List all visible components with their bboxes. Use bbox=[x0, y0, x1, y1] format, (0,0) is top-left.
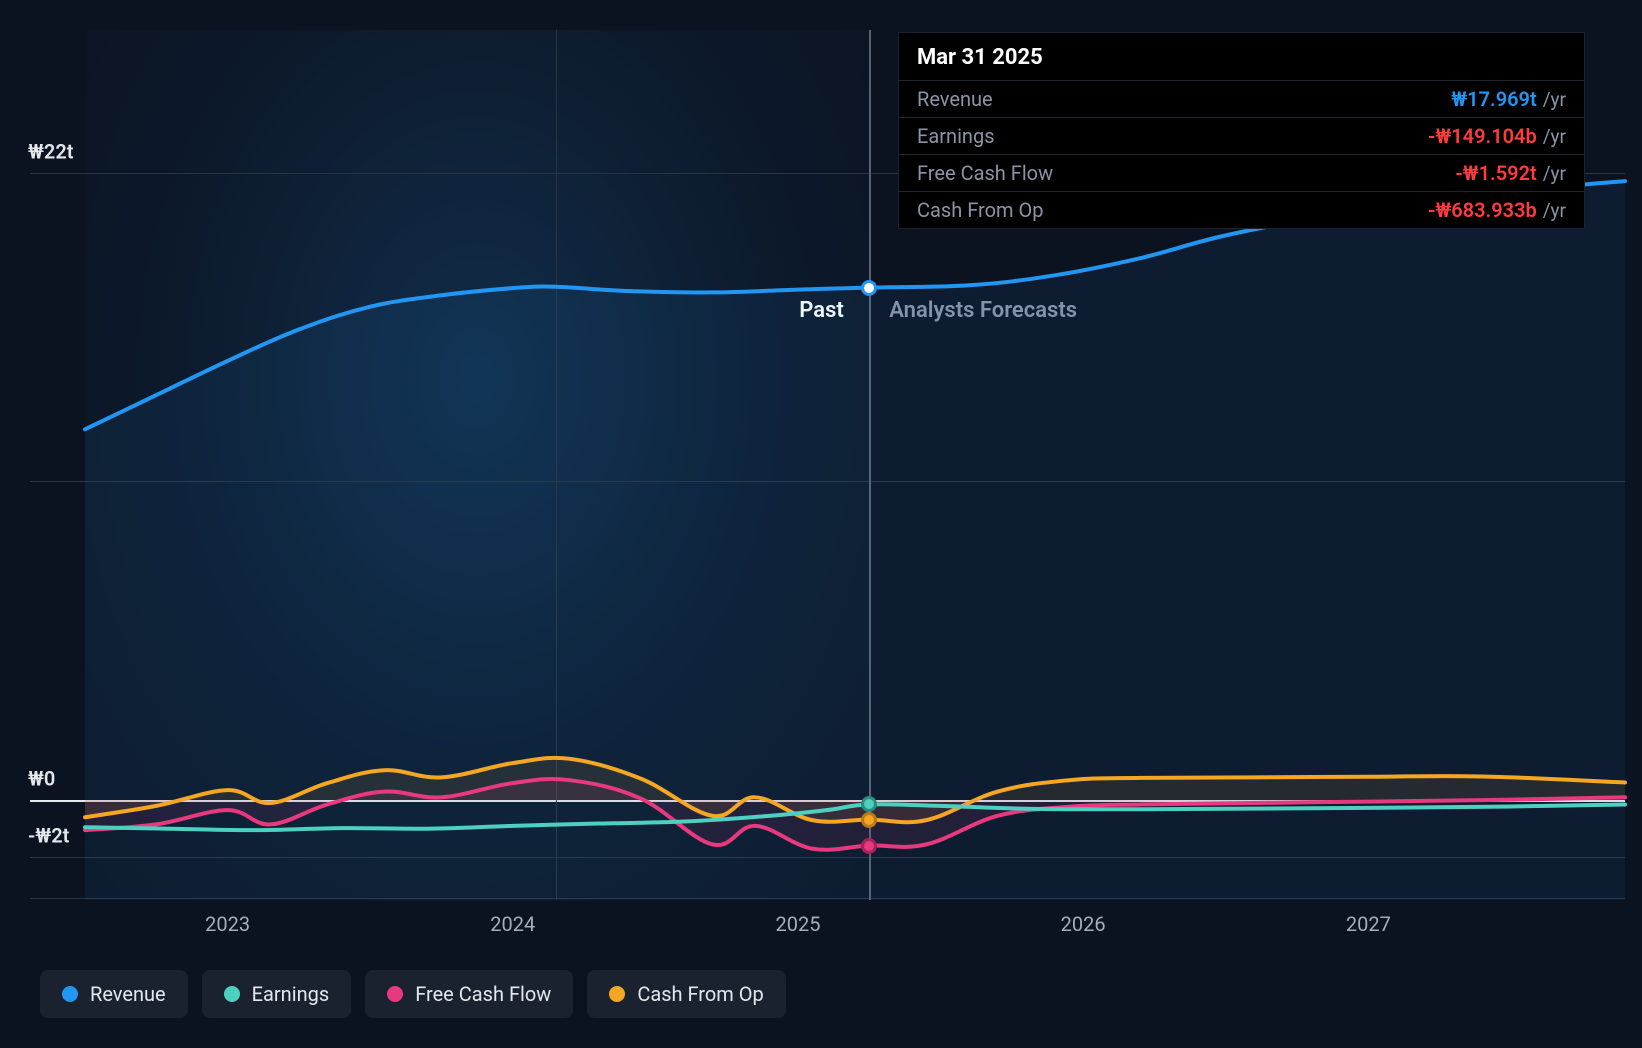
tooltip-row-unit: /yr bbox=[1543, 88, 1566, 111]
tooltip-row-label: Cash From Op bbox=[917, 198, 1043, 222]
data-tooltip: Mar 31 2025 Revenue ₩17.969t/yr Earnings -₩… bbox=[898, 32, 1585, 229]
tooltip-row: Earnings -₩149.104b/yr bbox=[899, 117, 1584, 154]
tooltip-row: Free Cash Flow -₩1.592t/yr bbox=[899, 154, 1584, 191]
legend-dot-icon bbox=[224, 986, 240, 1002]
legend-dot-icon bbox=[609, 986, 625, 1002]
tooltip-title: Mar 31 2025 bbox=[899, 33, 1584, 80]
cursor-marker-free_cash_flow bbox=[861, 838, 877, 854]
financials-chart: ₩22t₩0-₩2t 20232024202520262027 Past Ana… bbox=[0, 0, 1642, 1048]
x-tick-label: 2026 bbox=[1061, 912, 1106, 936]
cursor-marker-revenue bbox=[861, 280, 877, 296]
tooltip-row-unit: /yr bbox=[1543, 125, 1566, 148]
legend-item-label: Free Cash Flow bbox=[415, 982, 551, 1006]
legend-item-label: Cash From Op bbox=[637, 982, 763, 1006]
tooltip-row-label: Revenue bbox=[917, 87, 993, 111]
x-tick-label: 2023 bbox=[205, 912, 250, 936]
legend-dot-icon bbox=[387, 986, 403, 1002]
tooltip-row-label: Free Cash Flow bbox=[917, 161, 1053, 185]
tooltip-row: Cash From Op -₩683.933b/yr bbox=[899, 191, 1584, 228]
legend-item-label: Revenue bbox=[90, 982, 166, 1006]
legend-item-free_cash_flow[interactable]: Free Cash Flow bbox=[365, 970, 573, 1018]
x-axis: 2023 2024 2025 2026 2027 bbox=[85, 900, 1625, 940]
cursor-marker-earnings bbox=[861, 796, 877, 812]
y-tick-label: ₩0 bbox=[28, 767, 55, 791]
tooltip-row-value: -₩1.592t bbox=[1455, 161, 1536, 185]
legend-item-label: Earnings bbox=[252, 982, 330, 1006]
x-tick-label: 2025 bbox=[775, 912, 820, 936]
tooltip-row-value: -₩683.933b bbox=[1428, 198, 1537, 222]
legend-item-cash_from_op[interactable]: Cash From Op bbox=[587, 970, 785, 1018]
x-tick-label: 2027 bbox=[1346, 912, 1391, 936]
tooltip-row-value: -₩149.104b bbox=[1428, 124, 1537, 148]
tooltip-row-label: Earnings bbox=[917, 124, 995, 148]
legend-item-earnings[interactable]: Earnings bbox=[202, 970, 352, 1018]
y-tick-label: -₩2t bbox=[28, 824, 69, 848]
tooltip-row-unit: /yr bbox=[1543, 199, 1566, 222]
legend: Revenue Earnings Free Cash Flow Cash From O… bbox=[40, 970, 786, 1018]
x-tick-label: 2024 bbox=[490, 912, 535, 936]
tooltip-row-unit: /yr bbox=[1543, 162, 1566, 185]
legend-item-revenue[interactable]: Revenue bbox=[40, 970, 188, 1018]
cursor-marker-cash_from_op bbox=[861, 812, 877, 828]
tooltip-row-value: ₩17.969t bbox=[1451, 87, 1536, 111]
y-tick-label: ₩22t bbox=[28, 139, 73, 163]
tooltip-row: Revenue ₩17.969t/yr bbox=[899, 80, 1584, 117]
legend-dot-icon bbox=[62, 986, 78, 1002]
